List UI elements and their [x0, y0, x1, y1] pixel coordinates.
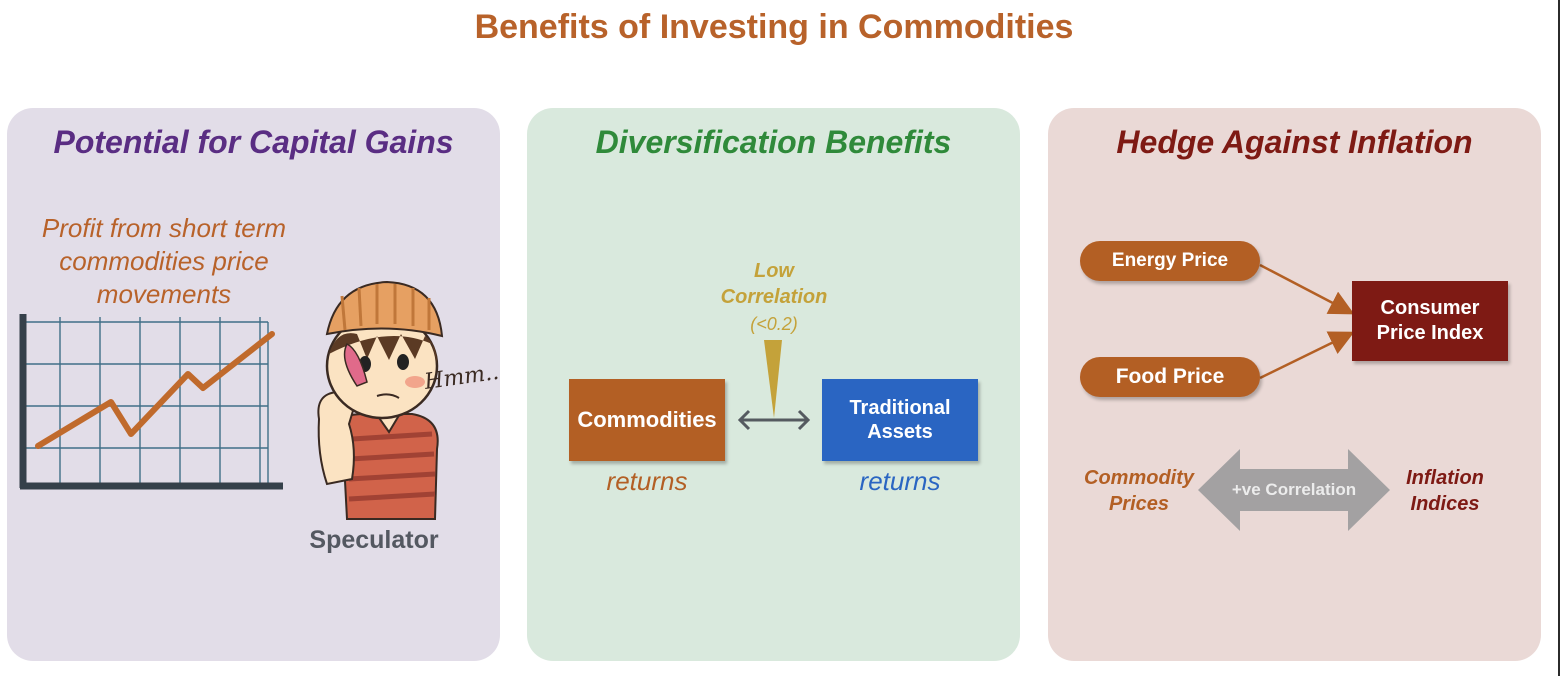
profit-line-3: movements [96, 279, 232, 309]
correlation-double-arrow [737, 409, 811, 431]
correlation-value: (<0.2) [750, 314, 798, 334]
profit-line-1: Profit from short term [41, 213, 287, 243]
callout-pointer [764, 340, 782, 418]
energy-price-pill: Energy Price [1080, 241, 1260, 281]
commodity-prices-label: Commodity Prices [1074, 465, 1204, 517]
cpi-line-2: Price Index [1376, 322, 1484, 344]
traditional-returns: returns [859, 466, 941, 496]
inflation-panel: Hedge Against Inflation Energy Price Foo… [1048, 108, 1541, 661]
window-edge [1558, 0, 1560, 676]
positive-correlation-label: +ve Correlation [1231, 480, 1357, 499]
food-price-pill: Food Price [1080, 357, 1260, 397]
positive-correlation-arrow [1198, 449, 1390, 531]
speculator-illustration: Hmm.. [317, 280, 501, 520]
diversification-title: Diversification Benefits [595, 124, 952, 160]
speculator-tongue [343, 343, 368, 387]
inflation-indices-line-1: Inflation [1406, 467, 1484, 489]
commodities-returns: returns [606, 466, 688, 496]
food-to-cpi-arrow [1259, 331, 1355, 380]
capital-gains-panel: Potential for Capital Gains Profit from … [7, 108, 501, 661]
traditional-line-2: Assets [867, 421, 933, 443]
traditional-line-1: Traditional [849, 397, 951, 419]
capital-gains-title: Potential for Capital Gains [53, 124, 454, 160]
price-flow-arrows [1259, 263, 1355, 380]
commodity-prices-line-2: Prices [1108, 493, 1170, 515]
commodity-prices-line-1: Commodity [1084, 467, 1194, 489]
low-correlation-line-2: Correlation [720, 286, 828, 308]
inflation-title: Hedge Against Inflation [1116, 124, 1473, 160]
price-chart-illustration [19, 314, 283, 490]
speculator-hand [317, 390, 357, 486]
traditional-assets-box: Traditional Assets [822, 379, 978, 461]
inflation-indices-line-2: Indices [1410, 493, 1480, 515]
diversification-panel: Diversification Benefits Low Correlation… [527, 108, 1020, 661]
low-correlation-label: Low Correlation [699, 258, 849, 310]
low-correlation-line-1: Low [754, 260, 794, 282]
profit-line-2: commodities price [59, 246, 269, 276]
chart-grid [23, 317, 269, 486]
inflation-indices-label: Inflation Indices [1380, 465, 1510, 517]
cpi-line-1: Consumer [1380, 297, 1480, 319]
profit-description: Profit from short term commodities price… [19, 212, 309, 311]
energy-to-cpi-arrow [1259, 263, 1355, 315]
page-title: Benefits of Investing in Commodities [474, 8, 1074, 46]
price-trend-line [35, 331, 275, 449]
speculator-label: Speculator [309, 526, 439, 554]
cpi-box: Consumer Price Index [1352, 281, 1508, 361]
commodities-box: Commodities [569, 379, 725, 461]
